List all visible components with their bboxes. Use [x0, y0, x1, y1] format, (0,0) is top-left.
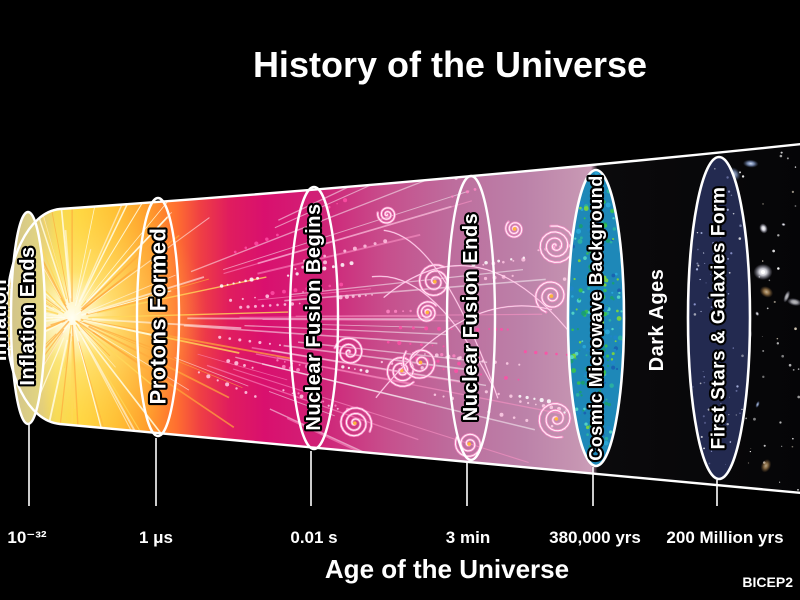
horn-outline [4, 143, 800, 495]
epoch-label-cmb: Cosmic Microwave Background [586, 175, 606, 461]
epoch-cosmic-microwave-background [566, 168, 626, 468]
tick-label-fusion-begins-age: 0.01 s [290, 528, 337, 547]
protons-formed-ellipse [135, 196, 181, 438]
epoch-label-protons-formed: Protons Formed [146, 228, 171, 405]
tick-label-inflation-age: 10⁻³² [7, 528, 47, 547]
nuclear-fusion-begins-ellipse [288, 185, 340, 451]
figure-title: History of the Universe [253, 44, 647, 85]
axis-ticks [28, 424, 718, 506]
epoch-first-stars [686, 155, 752, 481]
plasma-squiggles [333, 206, 576, 458]
credit-label: BICEP2 [742, 574, 793, 590]
cmb-noise [569, 172, 623, 462]
epoch-label-inflation: Inflation [0, 279, 11, 361]
cmb-ellipse [568, 170, 624, 466]
first-stars-ellipse [688, 157, 750, 479]
first-stars-noise [692, 168, 744, 465]
epoch-label-first-stars: First Stars & Galaxies Form [709, 187, 730, 450]
epoch-label-nuclear-fusion-begins: Nuclear Fusion Begins [303, 203, 325, 430]
particle-streaks [174, 151, 579, 493]
tick-label-first-stars-age: 200 Million yrs [666, 528, 783, 547]
epoch-label-inflation-ends: Inflation Ends [17, 246, 39, 385]
first-stars-ellipse-outline [686, 155, 752, 481]
inflation-ends-ellipse [9, 210, 47, 426]
epoch-inflation-ends [9, 210, 47, 426]
tick-label-fusion-ends-age: 3 min [446, 528, 490, 547]
tick-label-cmb-age: 380,000 yrs [549, 528, 641, 547]
tick-label-protons-age: 1 μs [139, 528, 173, 547]
epoch-label-nuclear-fusion-ends: Nuclear Fusion Ends [460, 213, 482, 421]
epoch-label-dark-ages: Dark Ages [646, 269, 668, 372]
cmb-ellipse-outline [566, 168, 626, 468]
axis-title: Age of the Universe [325, 554, 569, 584]
axis-tick-labels: 10⁻³² 1 μs 0.01 s 3 min 380,000 yrs 200 … [7, 528, 783, 547]
